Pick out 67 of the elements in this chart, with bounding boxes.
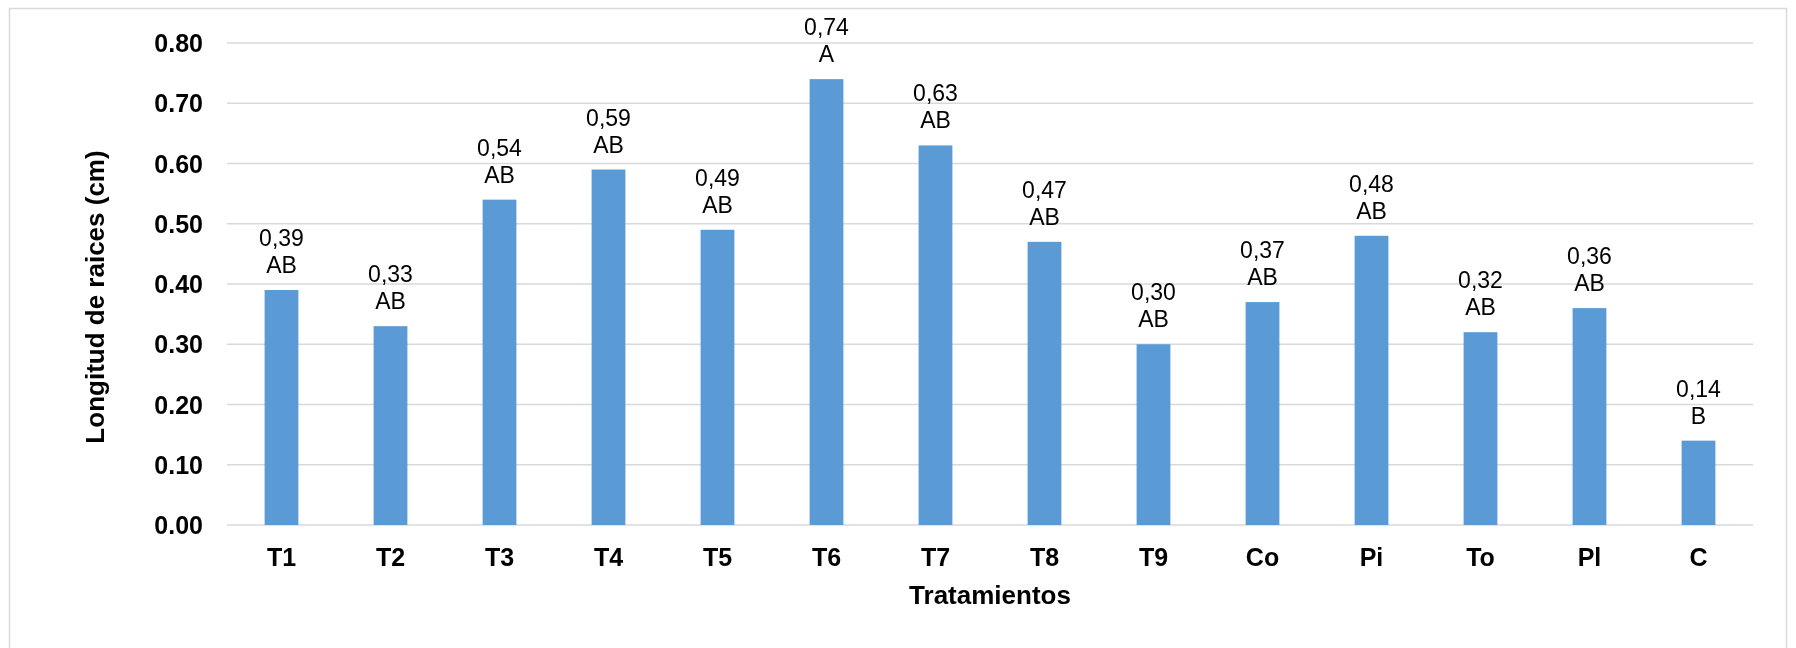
bar bbox=[264, 290, 299, 525]
bar bbox=[1572, 308, 1607, 525]
x-tick-label: T4 bbox=[593, 543, 624, 571]
bar bbox=[1354, 235, 1389, 525]
data-label: 0,48 bbox=[1349, 170, 1394, 197]
annotation: B bbox=[1690, 402, 1707, 429]
data-label: 0,30 bbox=[1131, 279, 1176, 306]
x-tick-label: Pi bbox=[1359, 543, 1384, 571]
annotation: AB bbox=[375, 288, 406, 315]
y-tick-label: 0.70 bbox=[154, 89, 203, 118]
y-tick-label: 0.80 bbox=[154, 29, 203, 57]
data-label: 0,54 bbox=[477, 134, 523, 161]
bar bbox=[700, 229, 735, 525]
data-label: 0,14 bbox=[1676, 375, 1722, 402]
x-tick-label: To bbox=[1466, 543, 1495, 571]
bar bbox=[1681, 440, 1716, 525]
x-tick-label: Pl bbox=[1577, 543, 1602, 571]
data-label: 0,37 bbox=[1240, 237, 1285, 264]
data-label: 0,36 bbox=[1567, 243, 1612, 270]
bar bbox=[482, 199, 517, 525]
data-label: 0,59 bbox=[586, 104, 631, 131]
y-tick-label: 0.40 bbox=[154, 270, 203, 298]
x-axis-title: Tratamientos bbox=[909, 580, 1071, 610]
bar bbox=[809, 79, 844, 525]
data-label: 0,49 bbox=[695, 164, 740, 191]
data-label: 0,47 bbox=[1022, 176, 1067, 203]
bar bbox=[373, 326, 408, 525]
y-tick-label: 0.10 bbox=[154, 450, 203, 479]
x-tick-label: T6 bbox=[811, 543, 842, 571]
annotation: AB bbox=[1465, 294, 1496, 321]
data-label: 0,39 bbox=[259, 225, 304, 252]
y-tick-label: 0.60 bbox=[154, 149, 203, 178]
data-label: 0,63 bbox=[913, 80, 958, 107]
x-tick-label: C bbox=[1689, 543, 1708, 571]
bar bbox=[1027, 241, 1062, 525]
annotation: AB bbox=[266, 252, 297, 279]
y-tick-label: 0.00 bbox=[154, 511, 203, 539]
bar bbox=[918, 145, 953, 525]
y-tick-label: 0.20 bbox=[154, 390, 203, 419]
data-label: 0,33 bbox=[368, 261, 413, 288]
x-tick-label: Co bbox=[1245, 543, 1280, 571]
annotation: AB bbox=[1029, 203, 1060, 230]
y-tick-label: 0.30 bbox=[154, 330, 203, 359]
annotation: AB bbox=[920, 107, 951, 134]
bar bbox=[1463, 332, 1498, 525]
annotation: AB bbox=[1138, 306, 1169, 333]
bar bbox=[1245, 302, 1280, 525]
annotation: AB bbox=[1356, 197, 1387, 224]
x-tick-label: T7 bbox=[920, 543, 951, 571]
annotation: AB bbox=[593, 131, 624, 158]
y-axis-title: Longitud de raices (cm) bbox=[80, 150, 110, 444]
x-tick-label: T3 bbox=[484, 543, 515, 571]
annotation: AB bbox=[484, 161, 515, 188]
bar bbox=[591, 169, 626, 525]
annotation: AB bbox=[1247, 264, 1278, 291]
x-tick-label: T8 bbox=[1029, 543, 1060, 571]
x-tick-label: T9 bbox=[1138, 543, 1169, 571]
data-label: 0,74 bbox=[804, 14, 850, 41]
x-tick-label: T5 bbox=[702, 543, 733, 571]
bar bbox=[1136, 344, 1171, 525]
annotation: AB bbox=[1574, 270, 1605, 297]
x-tick-label: T2 bbox=[375, 543, 406, 571]
y-tick-label: 0.50 bbox=[154, 209, 203, 238]
annotation: AB bbox=[702, 191, 733, 218]
annotation: A bbox=[818, 41, 835, 68]
data-label: 0,32 bbox=[1458, 267, 1503, 294]
x-tick-label: T1 bbox=[266, 543, 297, 571]
